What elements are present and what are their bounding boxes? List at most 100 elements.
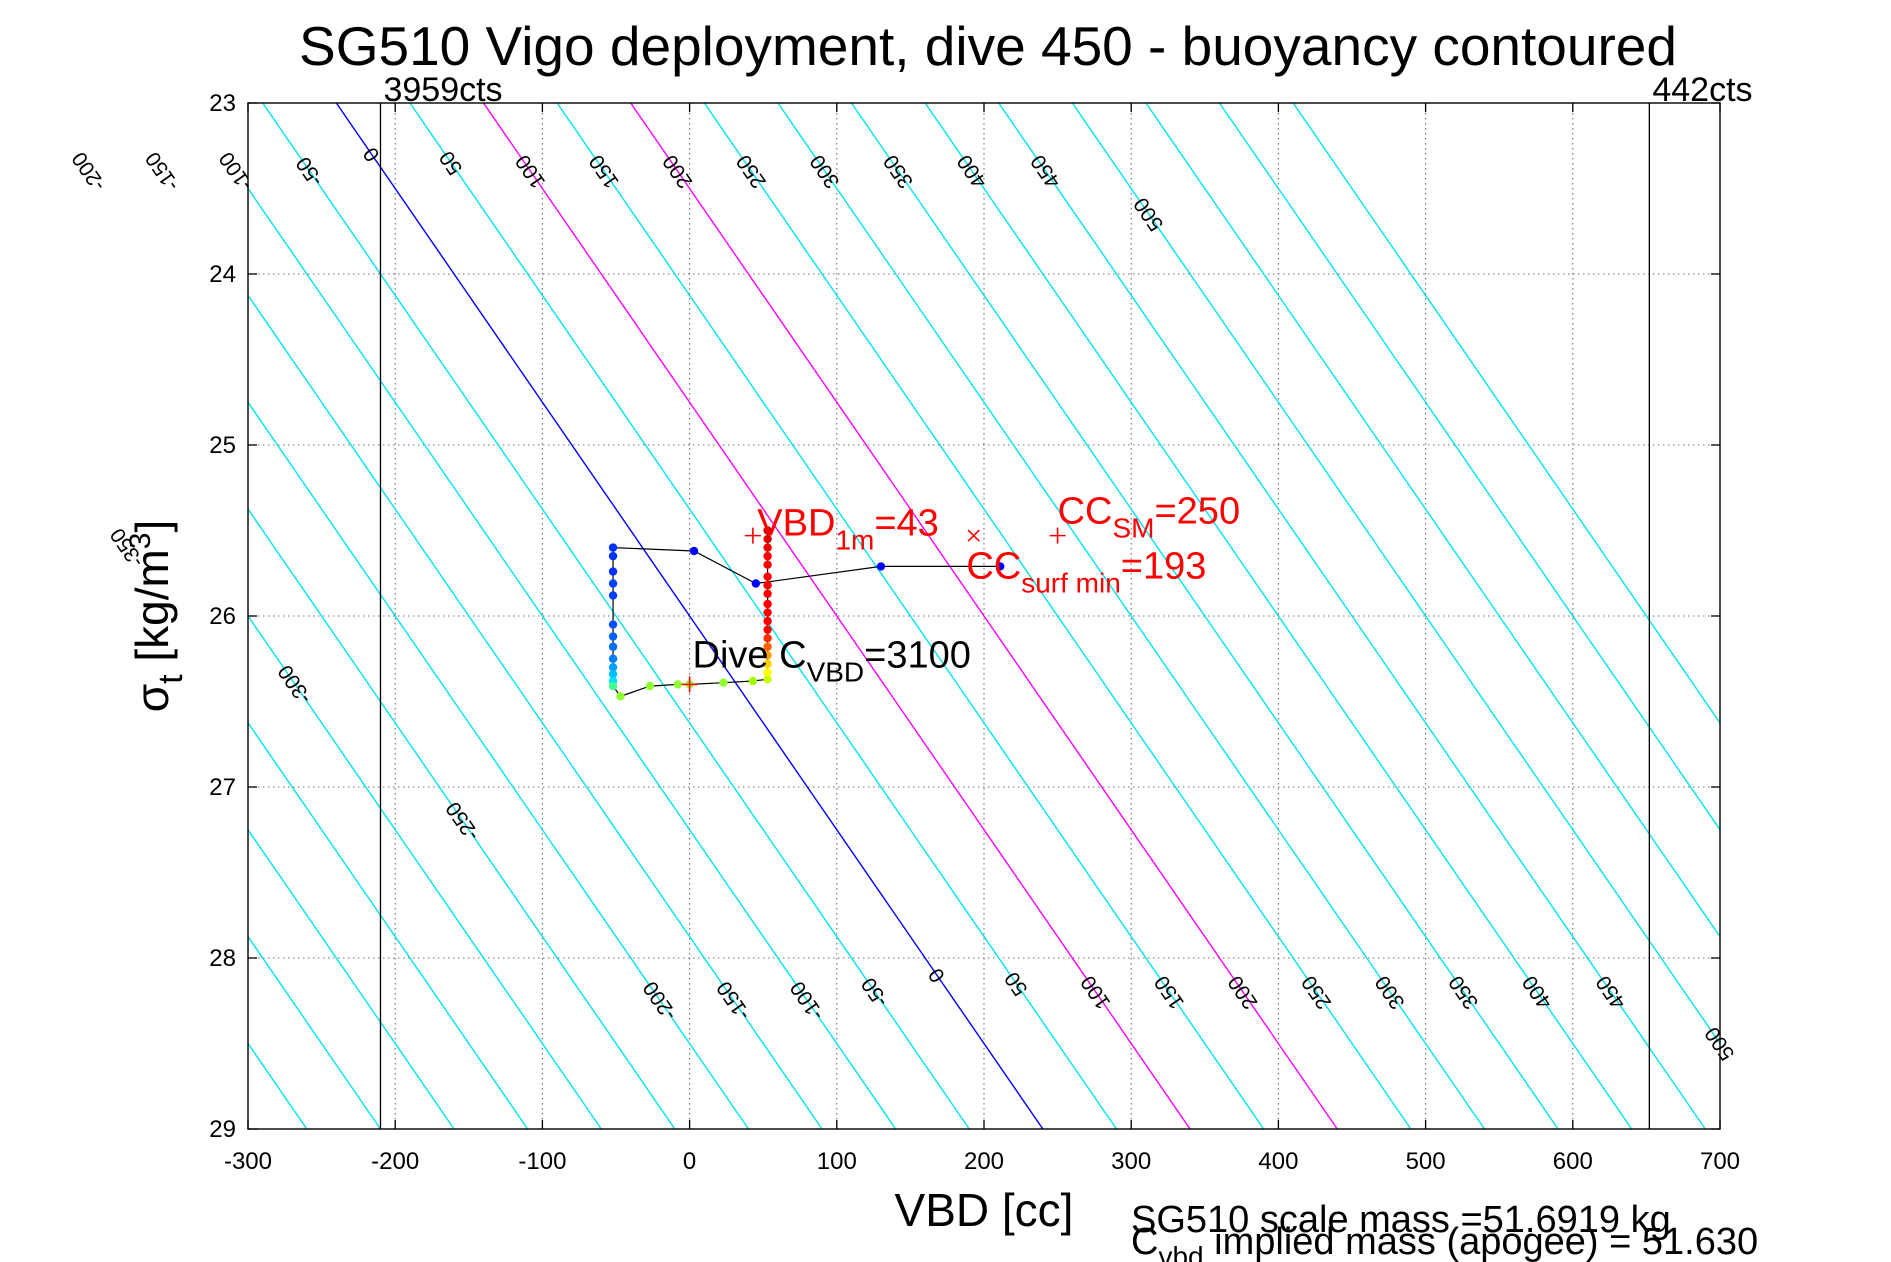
footer-implied-mass-rest: implied mass (apogee) = 51.630 (1204, 1221, 1759, 1262)
annotation-subscript: surf min (1021, 567, 1121, 598)
x-tick-label: 100 (817, 1148, 857, 1175)
annotation-text: CCSM=250 (1058, 491, 1240, 544)
axis-ticks: -300 -200 -100 0 100 200 300 400 500 600 700 23 24 25… (209, 90, 1740, 1175)
y-tick-label: 25 (209, 432, 236, 459)
dive-track-point (995, 562, 1005, 571)
annotation-value: =250 (1154, 491, 1240, 533)
annotation-main: CC (1058, 491, 1113, 533)
x-tick-label: -200 (371, 1148, 419, 1175)
annotation-value: =43 (874, 503, 938, 545)
y-axis-label-close: ] (126, 520, 178, 533)
dive-track-point (751, 579, 761, 588)
contour-line (998, 103, 1706, 1129)
contour-line (409, 103, 1118, 1129)
dive-track-point (763, 659, 772, 669)
contour-line (1218, 103, 1720, 831)
x-tick-label: 400 (1258, 1148, 1298, 1175)
contour-line (630, 103, 1338, 1129)
dive-track-point (608, 543, 618, 552)
dive-track-point (645, 681, 655, 691)
annotation-main: VBD (757, 503, 835, 545)
dive-track-point (763, 675, 772, 684)
x-tick-label: 0 (683, 1148, 696, 1175)
footer-scale-mass: SG510 scale mass =51.6919 kg (1131, 1199, 1671, 1241)
contour-line (777, 103, 1486, 1129)
dive-track-point (763, 668, 772, 677)
y-tick-label: 23 (209, 90, 236, 117)
contour-line (482, 103, 1191, 1129)
footer-implied-mass: Cvbd implied mass (apogee) = 51.630 (1131, 1221, 1758, 1262)
annotation-subscript: 1m (835, 525, 874, 556)
contour-line (703, 103, 1412, 1129)
y-axis-label-symbol: σ (126, 684, 178, 712)
y-axis-label-subscript: t (152, 674, 190, 684)
dive-track-point (719, 678, 728, 687)
contour-line (248, 187, 897, 1129)
dive-track-point (608, 591, 618, 600)
dive-track-point (763, 625, 772, 634)
footer-implied-mass-subscript: vbd (1158, 1241, 1203, 1262)
annotation-text: Dive CVBD=3100 (693, 634, 971, 687)
reference-markers (681, 527, 1066, 693)
dive-track-point (763, 526, 772, 535)
dive-track-point (763, 651, 772, 660)
annotation-value: =3100 (864, 634, 971, 676)
dive-track (608, 526, 1005, 701)
dive-track-point (763, 534, 772, 544)
y-axis-label-superscript: 3 (124, 533, 157, 550)
dive-track-point (608, 567, 618, 576)
dive-track-point (763, 589, 772, 598)
dive-track-point (608, 579, 618, 588)
contour-line (335, 103, 1044, 1129)
dive-track-point (608, 663, 618, 672)
y-tick-label: 27 (209, 774, 236, 801)
contour-line (1071, 103, 1720, 1045)
x-tick-label: -300 (224, 1148, 272, 1175)
chart-title: SG510 Vigo deployment, dive 450 - buoyan… (299, 15, 1677, 77)
dive-track-point (763, 616, 772, 626)
y-axis-label-unit: [kg/m (126, 549, 178, 674)
dive-track-point (608, 632, 618, 641)
footer-implied-mass-main: C (1131, 1221, 1158, 1262)
x-axis-label: VBD [cc] (895, 1184, 1074, 1236)
dive-track-point (763, 572, 772, 581)
dive-track-point (763, 543, 772, 552)
dive-track-point (608, 681, 618, 691)
x-tick-label: 600 (1553, 1148, 1593, 1175)
dive-track-point (608, 551, 618, 561)
contour-line (248, 401, 750, 1129)
contour-line (1292, 103, 1720, 725)
x-tick-label: 200 (964, 1148, 1004, 1175)
contour-line (924, 103, 1633, 1129)
reference-marker (1049, 527, 1066, 544)
contour-line (248, 294, 823, 1129)
dive-track-point (763, 634, 772, 643)
dive-track-point (689, 546, 699, 556)
contour-line (1145, 103, 1720, 938)
dive-track-point (763, 599, 772, 609)
reference-marker (967, 529, 980, 542)
y-tick-label: 26 (209, 603, 236, 630)
dive-track-point (608, 642, 618, 651)
dive-track-point (673, 680, 683, 689)
marker-stroke (967, 529, 980, 542)
annotation-value: =193 (1121, 545, 1207, 587)
dive-track-point (763, 581, 772, 590)
annotation-main: CC (966, 545, 1021, 587)
dive-track-point (763, 608, 772, 617)
y-tick-label: 24 (209, 261, 236, 288)
buoyancy-contours (248, 103, 1720, 1129)
x-tick-label: 700 (1700, 1148, 1740, 1175)
x-tick-label: 300 (1111, 1148, 1151, 1175)
y-tick-label: 28 (209, 945, 236, 972)
dive-track-point (608, 669, 618, 679)
reference-marker (681, 676, 698, 693)
annotation-text: VBD1m=43 (757, 503, 939, 556)
dive-track-point (763, 551, 772, 561)
dive-track-point (616, 692, 625, 701)
dive-track-point (608, 654, 618, 663)
contour-line (248, 935, 382, 1129)
reference-marker (744, 527, 761, 544)
